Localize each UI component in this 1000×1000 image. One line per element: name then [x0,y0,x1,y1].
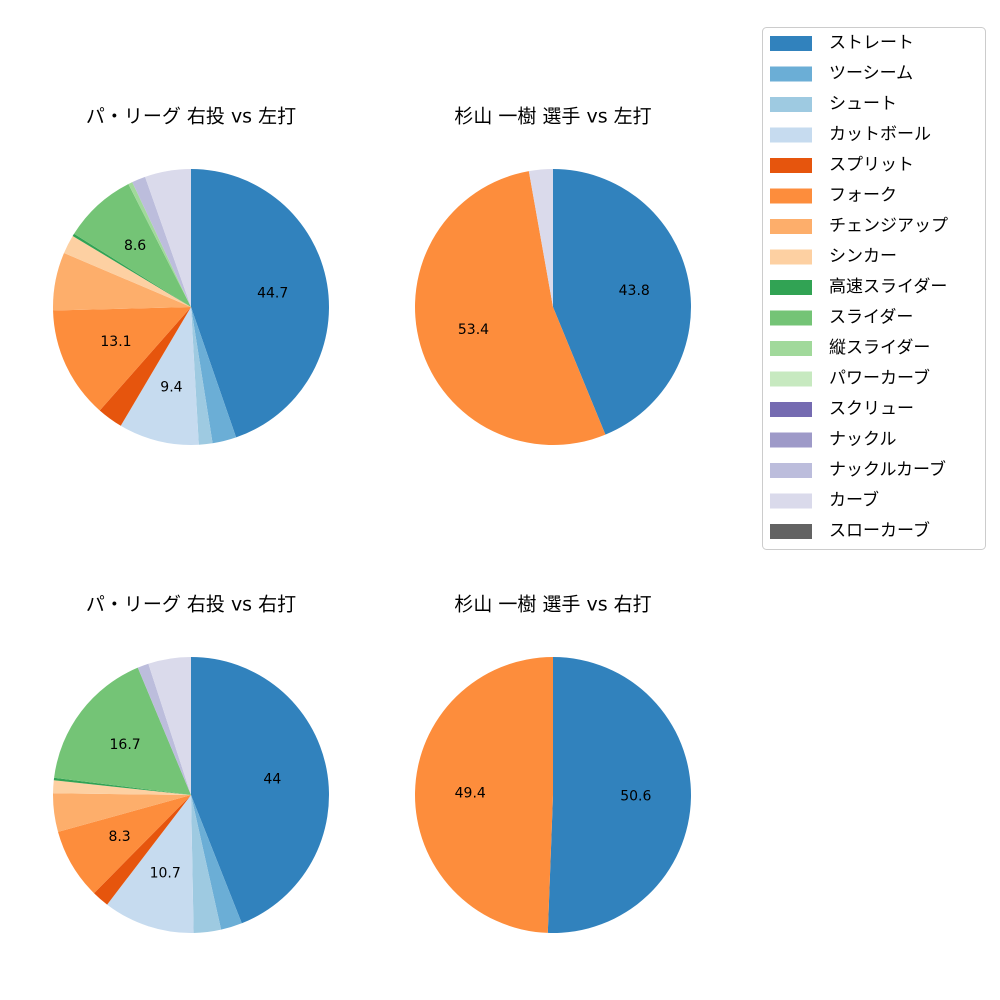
pie-slice [94,795,191,905]
legend-swatch [770,493,812,509]
legend-label: スライダー [829,308,913,328]
legend-label: スクリュー [829,399,914,419]
pie-slice [74,184,191,307]
slice-label: 8.6 [124,238,146,254]
pie-slice [72,233,191,307]
slice-label: 50.6 [620,789,651,805]
pie-slice [53,793,191,832]
legend-label: パワーカーブ [829,368,930,389]
pie-slice [54,667,192,795]
pie-slice [58,795,191,894]
legend-label: ツーシーム [829,64,913,84]
legend-label: ストレート [829,33,914,53]
pie-slice [120,307,199,445]
legend-swatch [770,341,812,356]
pie-slice [99,307,191,426]
legend-box [762,27,986,550]
legend-label: シュート [829,94,897,114]
legend-swatch [770,127,812,143]
pie-slice [191,169,330,438]
legend-swatch [770,249,812,265]
slice-label: 16.7 [110,737,141,753]
slice-label: 44 [263,771,281,787]
legend-swatch [770,402,812,417]
slice-label: 10.7 [150,866,181,882]
pie-slice [528,169,553,307]
pie-slice [148,657,191,795]
pie-slice [191,657,330,924]
pie-slice [191,795,222,933]
legend-label: フォーク [829,186,897,206]
legend-swatch [770,463,812,478]
chart-title: パ・リーグ 右投 vs 左打 [86,106,296,128]
slice-label: 53.4 [458,322,489,338]
pie-slice [53,307,192,411]
legend-label: ナックル [829,430,897,450]
slice-label: 44.7 [257,285,288,301]
legend-swatch [770,158,812,173]
legend-label: シンカー [829,247,897,267]
slice-label: 43.8 [619,283,650,299]
legend-swatch [770,66,812,82]
legend-swatch [770,219,812,234]
pie-slice [137,663,191,795]
legend-label: 縦スライダー [829,338,930,358]
pie-slice [191,795,242,930]
legend-swatch [770,371,812,387]
legend-label: 高速スライダー [829,277,947,297]
legend-swatch [770,280,812,295]
pie-slice [191,307,213,445]
legend-swatch [770,310,812,326]
pie-slice [414,171,606,446]
legend-swatch [770,432,812,448]
slice-label: 9.4 [160,379,182,395]
pie-slice [107,795,194,933]
pie-slice [53,252,192,311]
legend-swatch [770,524,812,539]
legend-label: スローカーブ [829,520,930,541]
chart-title: 杉山 一樹 選手 vs 右打 [454,594,651,616]
legend-swatch [770,36,812,51]
slice-label: 49.4 [455,785,486,801]
pie-slice [414,657,553,933]
chart-title: パ・リーグ 右投 vs 右打 [86,594,296,616]
pie-slice [553,169,691,435]
chart-title: 杉山 一樹 選手 vs 左打 [454,106,651,128]
pie-slice [547,657,691,933]
pie-slice [145,169,191,307]
pie-slice [191,307,237,444]
pie-slice [132,176,191,307]
slice-label: 8.3 [108,829,130,845]
legend-label: スプリット [829,155,914,175]
legend-label: チェンジアップ [829,216,948,236]
pie-slice [128,182,191,307]
legend-swatch [770,97,812,112]
pie-slice [53,780,191,795]
pie-slice [64,236,191,307]
legend-swatch [770,188,812,204]
legend-label: カーブ [829,490,879,511]
pie-slice [53,777,191,795]
slice-label: 13.1 [100,334,131,350]
legend-label: カットボール [829,125,931,145]
legend-label: ナックルカーブ [829,459,946,480]
